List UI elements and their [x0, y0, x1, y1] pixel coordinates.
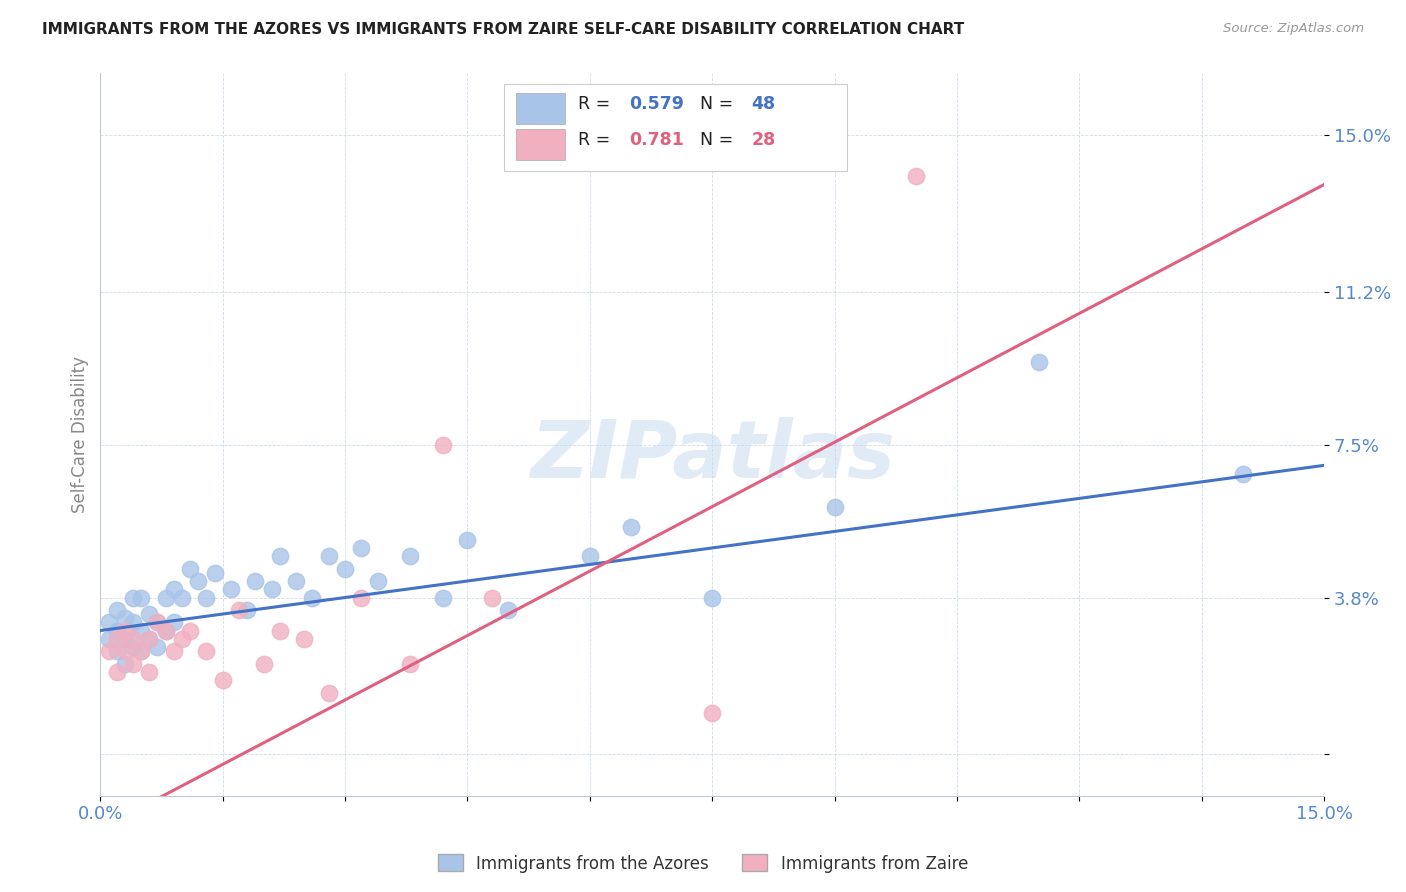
Point: [204, 566, 226, 580]
Point: [146, 640, 169, 654]
Bar: [516, 94, 565, 124]
Point: [105, 624, 128, 638]
Point: [318, 549, 340, 564]
Point: [114, 624, 136, 638]
Point: [114, 611, 136, 625]
Point: [105, 665, 128, 679]
Point: [252, 657, 274, 671]
Point: [292, 632, 315, 646]
Point: [129, 591, 152, 605]
Point: [163, 644, 186, 658]
Point: [187, 574, 209, 588]
Point: [114, 644, 136, 658]
Point: [432, 591, 454, 605]
Point: [129, 624, 152, 638]
Text: R =: R =: [578, 95, 616, 112]
Point: [195, 644, 218, 658]
Point: [269, 549, 291, 564]
Point: [155, 591, 177, 605]
Point: [122, 632, 145, 646]
Text: N =: N =: [700, 131, 738, 149]
Text: 0.781: 0.781: [628, 131, 683, 149]
Point: [399, 549, 422, 564]
Point: [350, 591, 373, 605]
Point: [245, 574, 267, 588]
Bar: [516, 129, 565, 160]
Point: [456, 533, 478, 547]
Point: [105, 644, 128, 658]
Point: [824, 500, 846, 514]
Text: Source: ZipAtlas.com: Source: ZipAtlas.com: [1223, 22, 1364, 36]
Point: [114, 632, 136, 646]
Point: [579, 549, 602, 564]
Point: [138, 632, 160, 646]
Point: [350, 541, 373, 555]
Point: [1028, 355, 1050, 369]
Point: [105, 603, 128, 617]
Point: [285, 574, 308, 588]
Text: IMMIGRANTS FROM THE AZORES VS IMMIGRANTS FROM ZAIRE SELF-CARE DISABILITY CORRELA: IMMIGRANTS FROM THE AZORES VS IMMIGRANTS…: [42, 22, 965, 37]
Point: [122, 640, 145, 654]
Point: [122, 591, 145, 605]
Point: [138, 607, 160, 621]
Point: [702, 591, 724, 605]
Text: R =: R =: [578, 131, 616, 149]
Point: [219, 582, 242, 597]
FancyBboxPatch shape: [505, 84, 846, 170]
Text: N =: N =: [700, 95, 738, 112]
Point: [702, 706, 724, 721]
Point: [129, 644, 152, 658]
Point: [905, 169, 928, 184]
Point: [179, 561, 201, 575]
Point: [333, 561, 356, 575]
Point: [179, 624, 201, 638]
Text: ZIPatlas: ZIPatlas: [530, 417, 894, 495]
Y-axis label: Self-Care Disability: Self-Care Disability: [72, 356, 89, 513]
Point: [122, 615, 145, 630]
Point: [97, 644, 120, 658]
Point: [138, 665, 160, 679]
Point: [236, 603, 259, 617]
Text: 28: 28: [751, 131, 776, 149]
Point: [195, 591, 218, 605]
Point: [211, 673, 233, 687]
Point: [155, 624, 177, 638]
Point: [146, 615, 169, 630]
Point: [481, 591, 503, 605]
Point: [1232, 467, 1254, 481]
Point: [498, 603, 520, 617]
Point: [163, 615, 186, 630]
Point: [269, 624, 291, 638]
Point: [432, 438, 454, 452]
Point: [97, 615, 120, 630]
Point: [105, 632, 128, 646]
Point: [122, 657, 145, 671]
Point: [97, 632, 120, 646]
Point: [129, 644, 152, 658]
Text: 0.579: 0.579: [628, 95, 683, 112]
Text: 48: 48: [751, 95, 776, 112]
Point: [228, 603, 250, 617]
Point: [138, 632, 160, 646]
Point: [163, 582, 186, 597]
Point: [260, 582, 283, 597]
Point: [155, 624, 177, 638]
Point: [114, 657, 136, 671]
Point: [170, 632, 193, 646]
Point: [146, 615, 169, 630]
Legend: Immigrants from the Azores, Immigrants from Zaire: Immigrants from the Azores, Immigrants f…: [432, 847, 974, 880]
Point: [399, 657, 422, 671]
Point: [367, 574, 389, 588]
Point: [170, 591, 193, 605]
Point: [620, 520, 643, 534]
Point: [301, 591, 323, 605]
Point: [318, 685, 340, 699]
